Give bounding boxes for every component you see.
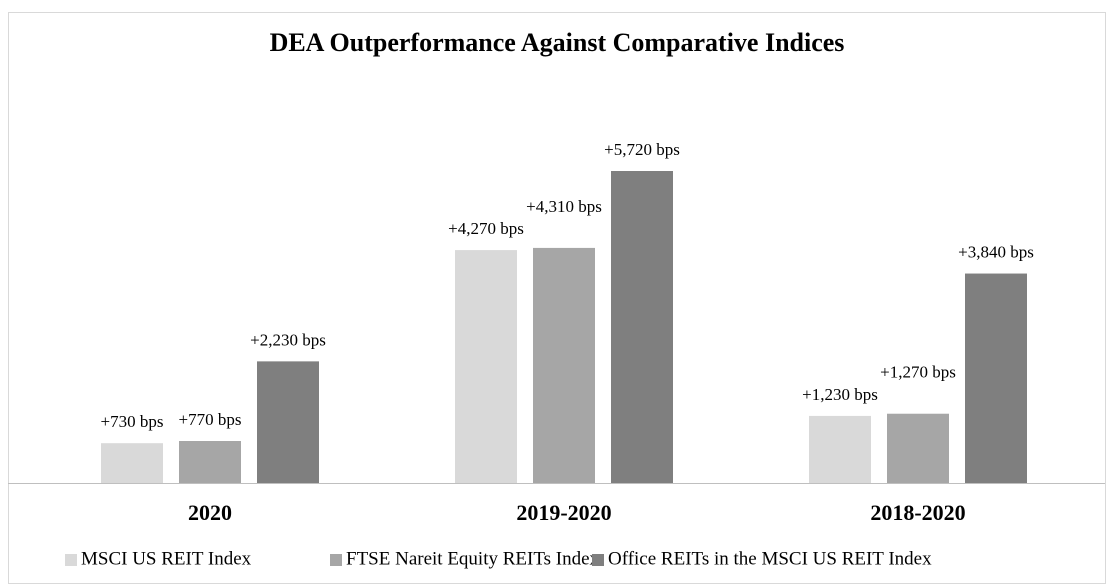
x-tick-label: 2018-2020 xyxy=(870,500,965,525)
data-label: +730 bps xyxy=(101,412,164,431)
data-label: +2,230 bps xyxy=(250,330,326,349)
bar xyxy=(533,247,595,483)
chart-title: DEA Outperformance Against Comparative I… xyxy=(270,28,845,57)
data-label: +4,310 bps xyxy=(526,197,602,216)
data-label: +3,840 bps xyxy=(958,242,1034,261)
legend-swatch xyxy=(65,554,77,566)
bar xyxy=(611,171,673,483)
data-label: +4,270 bps xyxy=(448,219,524,238)
legend-label: FTSE Nareit Equity REITs Index xyxy=(346,548,600,569)
data-label: +1,230 bps xyxy=(802,385,878,404)
legend-label: Office REITs in the MSCI US REIT Index xyxy=(608,548,932,569)
x-tick-label: 2020 xyxy=(188,500,232,525)
bar xyxy=(179,441,241,483)
x-tick-label: 2019-2020 xyxy=(516,500,611,525)
bar xyxy=(257,361,319,483)
legend-swatch xyxy=(330,554,342,566)
data-label: +5,720 bps xyxy=(604,140,680,159)
data-label: +770 bps xyxy=(179,410,242,429)
bar xyxy=(101,443,163,483)
bar xyxy=(809,415,871,483)
bar xyxy=(965,273,1027,483)
bar xyxy=(887,413,949,483)
bar xyxy=(455,250,517,483)
data-label: +1,270 bps xyxy=(880,363,956,382)
legend-label: MSCI US REIT Index xyxy=(81,548,252,569)
legend-swatch xyxy=(592,554,604,566)
